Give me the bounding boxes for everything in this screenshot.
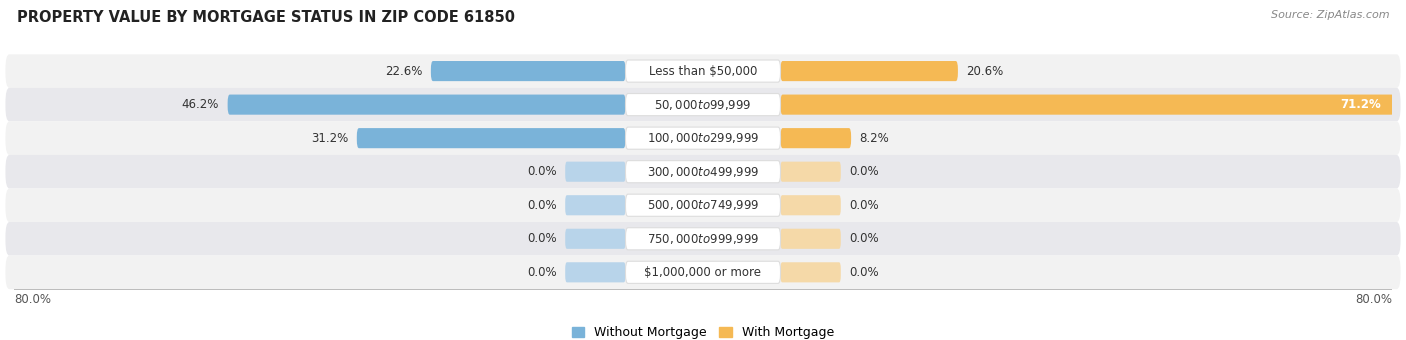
Text: 0.0%: 0.0% [849,266,879,279]
FancyBboxPatch shape [626,94,780,116]
FancyBboxPatch shape [228,95,626,115]
FancyBboxPatch shape [357,128,626,148]
FancyBboxPatch shape [626,127,780,149]
Text: 0.0%: 0.0% [849,232,879,245]
Text: 0.0%: 0.0% [527,232,557,245]
FancyBboxPatch shape [565,162,626,182]
Text: 8.2%: 8.2% [859,132,890,144]
FancyBboxPatch shape [430,61,626,81]
FancyBboxPatch shape [780,61,957,81]
Text: Less than $50,000: Less than $50,000 [648,65,758,78]
FancyBboxPatch shape [565,262,626,283]
FancyBboxPatch shape [626,160,780,183]
Legend: Without Mortgage, With Mortgage: Without Mortgage, With Mortgage [567,321,839,340]
Text: $1,000,000 or more: $1,000,000 or more [644,266,762,279]
FancyBboxPatch shape [780,95,1393,115]
Text: 31.2%: 31.2% [311,132,349,144]
FancyBboxPatch shape [6,54,1400,88]
FancyBboxPatch shape [626,228,780,250]
FancyBboxPatch shape [780,195,841,215]
Text: 80.0%: 80.0% [14,293,51,306]
FancyBboxPatch shape [6,222,1400,256]
FancyBboxPatch shape [780,229,841,249]
FancyBboxPatch shape [780,262,841,283]
Text: 46.2%: 46.2% [181,98,219,111]
Text: 0.0%: 0.0% [527,266,557,279]
FancyBboxPatch shape [6,256,1400,289]
Text: 0.0%: 0.0% [527,199,557,212]
Text: 80.0%: 80.0% [1355,293,1392,306]
FancyBboxPatch shape [6,188,1400,222]
Text: $100,000 to $299,999: $100,000 to $299,999 [647,131,759,145]
Text: Source: ZipAtlas.com: Source: ZipAtlas.com [1271,10,1389,20]
FancyBboxPatch shape [780,162,841,182]
FancyBboxPatch shape [626,60,780,82]
Text: $50,000 to $99,999: $50,000 to $99,999 [654,98,752,112]
Text: 22.6%: 22.6% [385,65,422,78]
Text: 0.0%: 0.0% [527,165,557,178]
FancyBboxPatch shape [565,229,626,249]
FancyBboxPatch shape [6,155,1400,188]
FancyBboxPatch shape [565,195,626,215]
Text: $500,000 to $749,999: $500,000 to $749,999 [647,198,759,212]
FancyBboxPatch shape [780,128,851,148]
FancyBboxPatch shape [6,88,1400,121]
Text: 71.2%: 71.2% [1340,98,1381,111]
Text: 0.0%: 0.0% [849,165,879,178]
Text: PROPERTY VALUE BY MORTGAGE STATUS IN ZIP CODE 61850: PROPERTY VALUE BY MORTGAGE STATUS IN ZIP… [17,10,515,25]
FancyBboxPatch shape [626,194,780,216]
Text: 20.6%: 20.6% [966,65,1004,78]
FancyBboxPatch shape [6,121,1400,155]
Text: $750,000 to $999,999: $750,000 to $999,999 [647,232,759,246]
FancyBboxPatch shape [626,261,780,284]
Text: 0.0%: 0.0% [849,199,879,212]
Text: $300,000 to $499,999: $300,000 to $499,999 [647,165,759,179]
